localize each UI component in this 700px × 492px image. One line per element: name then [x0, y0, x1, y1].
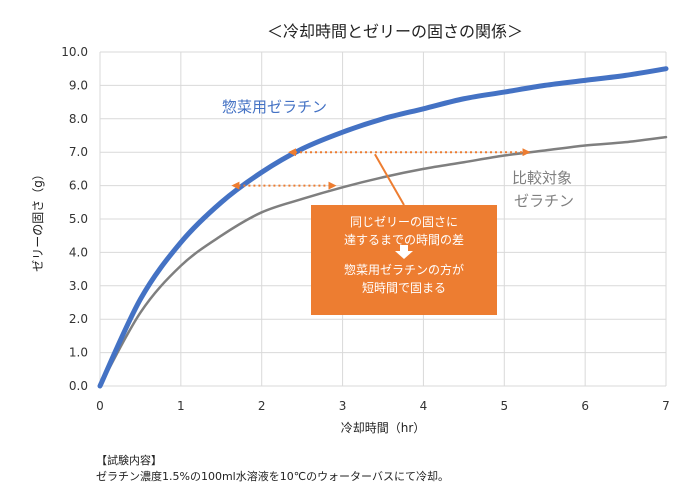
y-tick-label: 2.0: [69, 312, 88, 326]
y-tick-label: 0.0: [69, 379, 88, 393]
x-tick-label: 3: [339, 399, 347, 413]
y-axis-title: ゼリーの固さ（g）: [31, 168, 45, 272]
callout-line-2: 達するまでの時間の差: [343, 233, 464, 247]
y-tick-label: 8.0: [69, 112, 88, 126]
series-label-comparison-2: ゼラチン: [514, 192, 574, 210]
x-tick-label: 0: [96, 399, 104, 413]
callout-line-1: 同じゼリーの固さに: [349, 215, 458, 229]
y-tick-label: 1.0: [69, 346, 88, 360]
test-notes-heading: 【試験内容】: [96, 454, 162, 467]
x-tick-label: 4: [420, 399, 428, 413]
x-tick-label: 2: [258, 399, 266, 413]
x-axis-title: 冷却時間（hr）: [341, 421, 426, 435]
y-tick-label: 7.0: [69, 145, 88, 159]
y-tick-label: 6.0: [69, 179, 88, 193]
callout-line-3: 惣菜用ゼラチンの方が: [343, 263, 464, 277]
annotation-callout: 同じゼリーの固さに 達するまでの時間の差 惣菜用ゼラチンの方が 短時間で固まる: [311, 205, 497, 315]
x-tick-label: 6: [581, 399, 589, 413]
down-arrow-icon: [395, 245, 413, 259]
series-label-comparison-1: 比較対象: [512, 169, 572, 187]
y-tick-label: 5.0: [69, 212, 88, 226]
series-line-comparison: [98, 135, 668, 388]
test-notes-body: ゼラチン濃度1.5%の100ml水溶液を10℃のウォーターバスにて冷却。: [96, 470, 449, 483]
y-tick-label: 4.0: [69, 245, 88, 259]
callout-line-4: 短時間で固まる: [361, 281, 446, 295]
y-tick-label: 3.0: [69, 279, 88, 293]
chart-ticks: 0.0 1.0 2.0 3.0 4.0 5.0 6.0 7.0 8.0 9.0 10.0 0 1 2 3 4 5…: [61, 45, 670, 413]
chart-series: [97, 66, 669, 389]
callout-connector: [374, 153, 405, 206]
series-label-primary: 惣菜用ゼラチン: [222, 98, 327, 116]
series-line-primary: [97, 66, 669, 389]
x-tick-label: 7: [662, 399, 670, 413]
x-tick-label: 1: [177, 399, 185, 413]
chart-annotations: [231, 148, 531, 206]
chart-title: ＜冷却時間とゼリーの固さの関係＞: [266, 22, 523, 41]
y-tick-label: 10.0: [61, 45, 88, 59]
x-tick-label: 5: [500, 399, 508, 413]
y-tick-label: 9.0: [69, 78, 88, 92]
